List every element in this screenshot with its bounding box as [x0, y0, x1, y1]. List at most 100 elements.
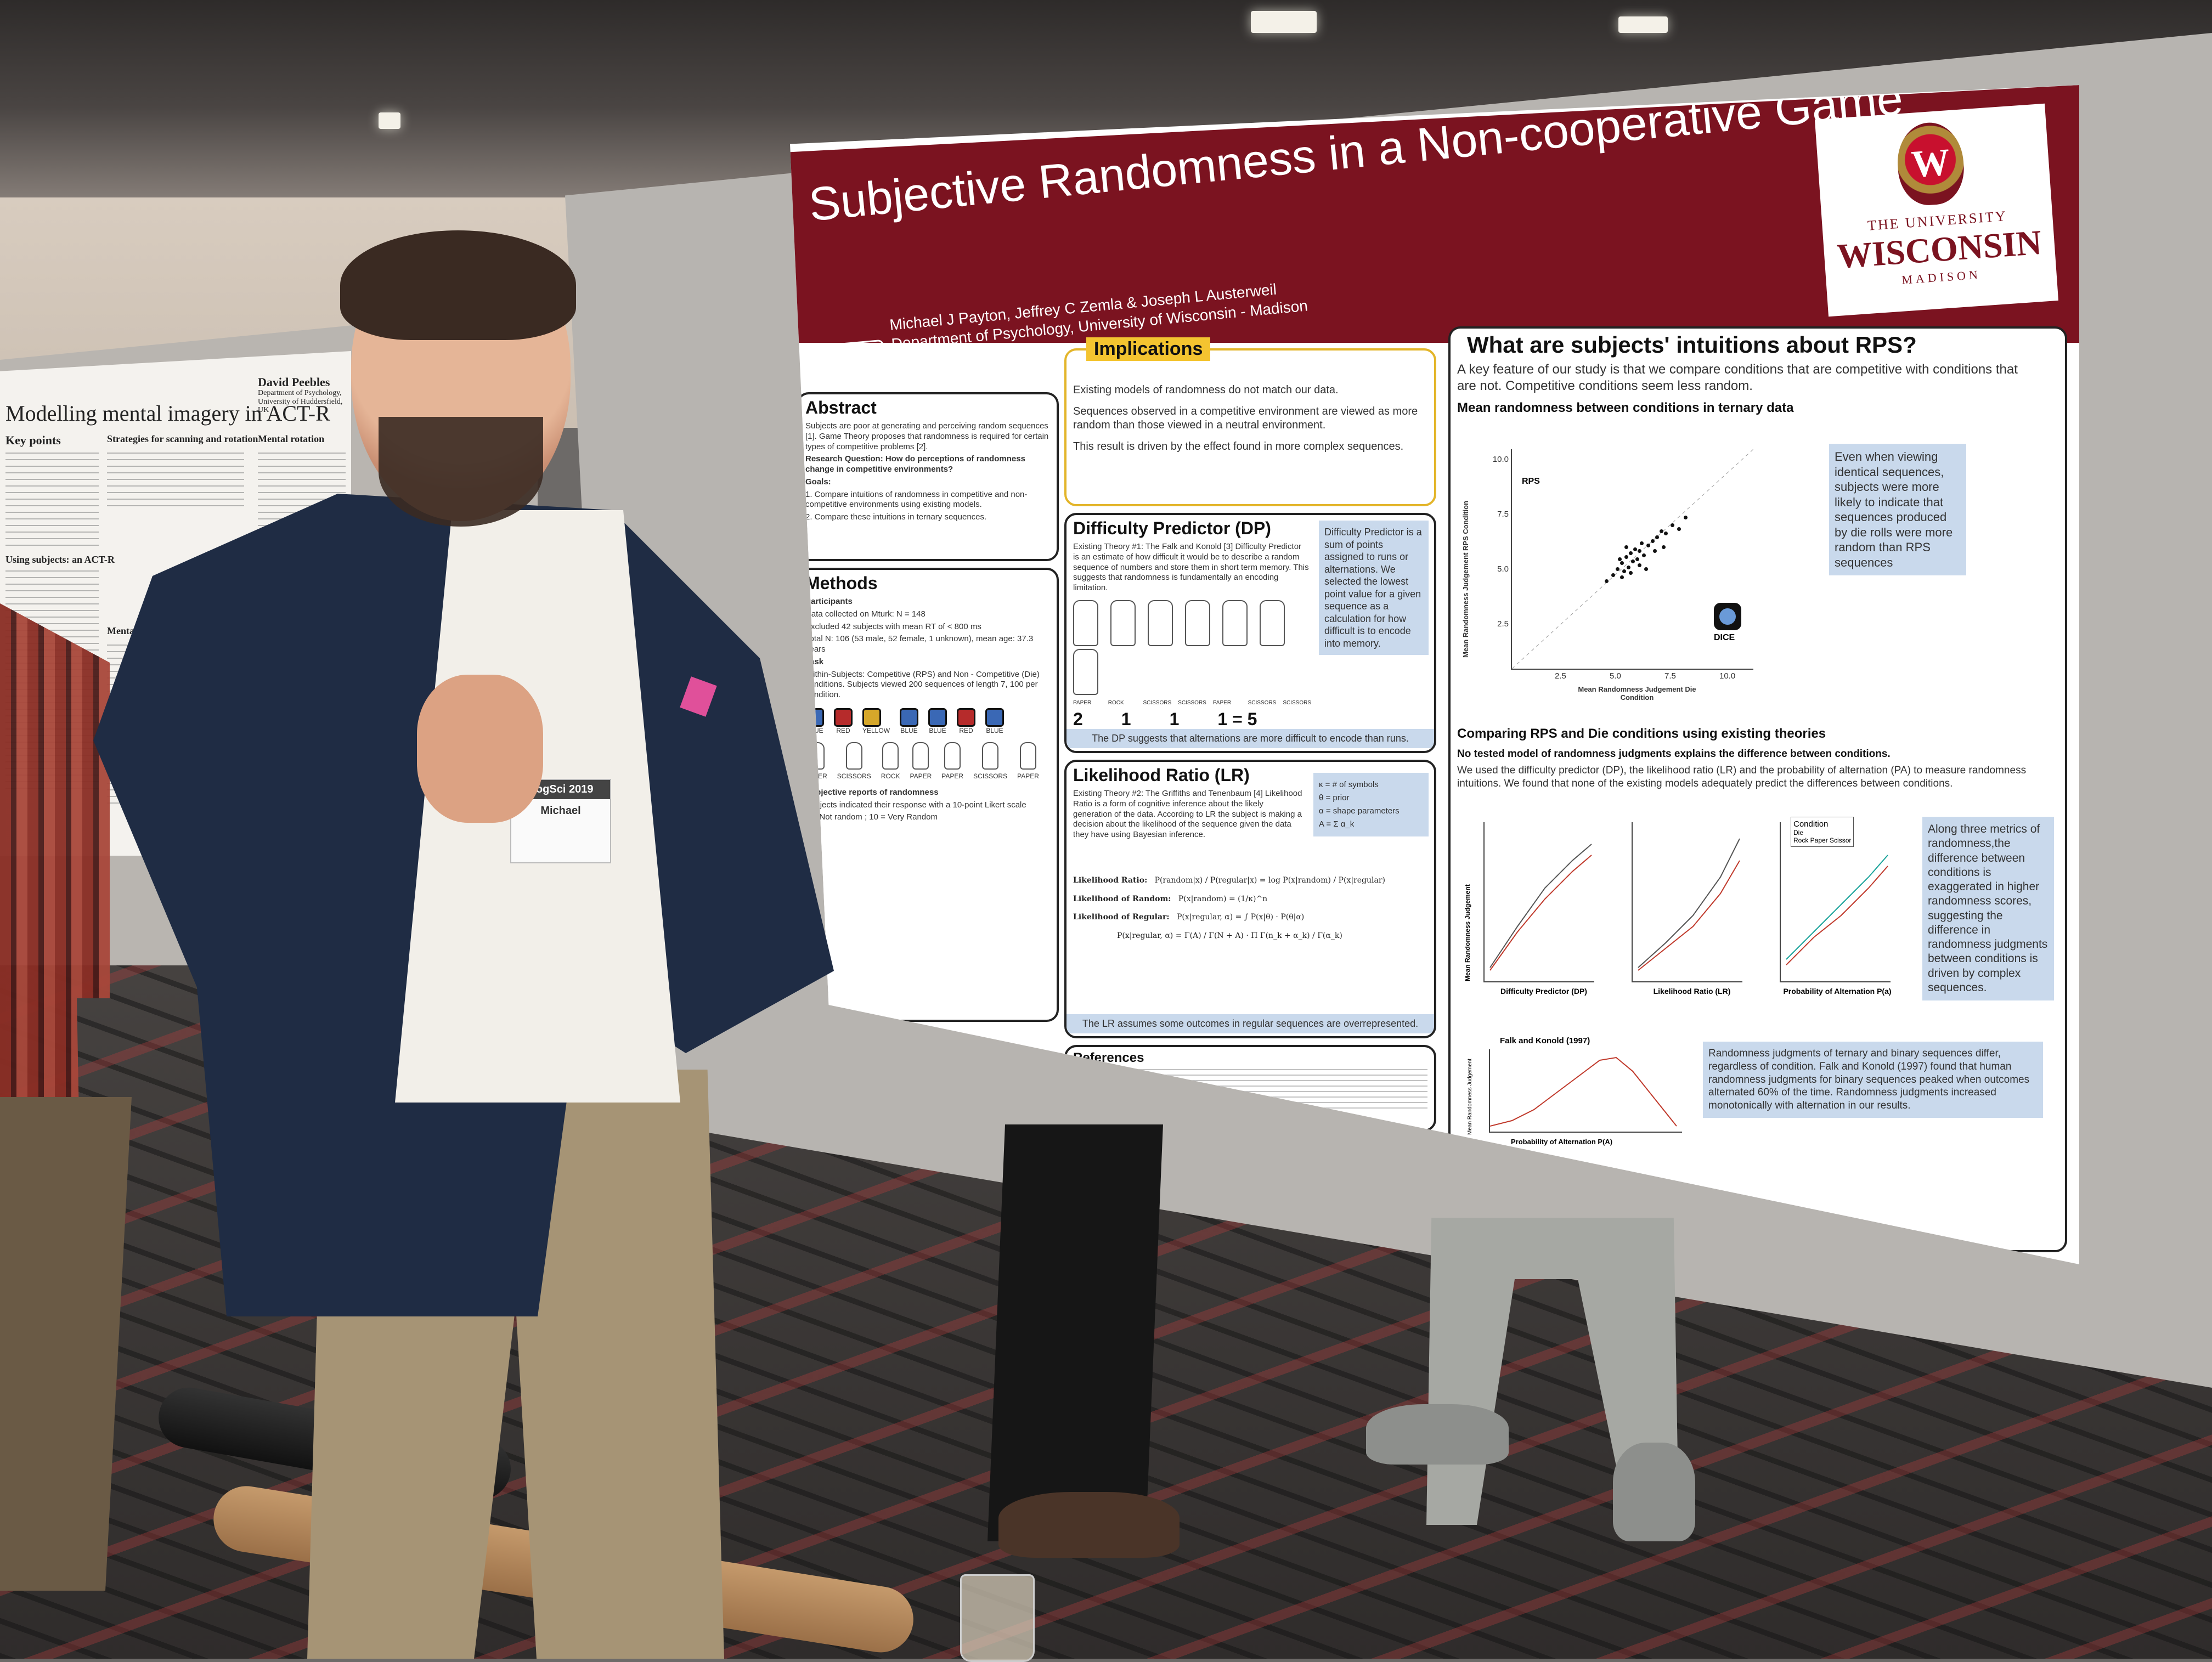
- dice-icon: [1714, 603, 1741, 630]
- rps-sequence: PAPER SCISSORS ROCK PAPER PAPER SCISSORS…: [805, 742, 1050, 780]
- rps-item: SCISSORS: [837, 742, 871, 780]
- lr-heading: Likelihood Ratio (LR): [1073, 765, 1250, 785]
- shoe: [998, 1492, 1180, 1558]
- badge-name: Michael: [540, 805, 581, 817]
- scatter-point: [1677, 527, 1681, 532]
- rps-label: PAPER: [910, 772, 932, 780]
- hand-icon: [1185, 600, 1210, 646]
- scatter-point: [1631, 559, 1635, 563]
- scatter-point: [1642, 553, 1646, 557]
- scatter-point: [1651, 539, 1655, 544]
- left-poster-heading: Strategies for scanning and rotation: [107, 433, 258, 444]
- ytick: 10.0: [1492, 455, 1509, 464]
- subjective-line: Subjects indicated their response with a…: [805, 800, 1026, 810]
- die-item: YELLOW: [862, 708, 890, 734]
- falk-konold-plot: Falk and Konold (1997) Probability of Al…: [1467, 1036, 1697, 1157]
- compare-title: Comparing RPS and Die conditions using e…: [1457, 726, 1826, 741]
- ytick: 5.0: [1497, 564, 1509, 574]
- scatter-point: [1620, 561, 1624, 566]
- compare-bold: No tested model of randomness judgments …: [1457, 748, 1891, 760]
- die-label: YELLOW: [862, 726, 890, 734]
- die-label: BLUE: [986, 726, 1003, 734]
- dp-heading: Difficulty Predictor (DP): [1073, 518, 1271, 538]
- ytick: 7.5: [1497, 510, 1509, 519]
- methods-panel: Methods Participants Data collected on M…: [797, 568, 1059, 1022]
- implications-panel: Existing models of randomness do not mat…: [1064, 348, 1436, 506]
- goal-item: 2. Compare these intuitions in ternary s…: [805, 512, 987, 522]
- xtick: 10.0: [1719, 671, 1736, 681]
- scatter-xlabel: Mean Randomness Judgement Die Condition: [1578, 685, 1696, 702]
- left-poster-title: Modelling mental imagery in ACT-R: [5, 401, 330, 426]
- metrics-note: Along three metrics of randomness,the di…: [1922, 817, 2054, 1000]
- ceiling-light: [1251, 11, 1317, 33]
- scatter-title: Mean randomness between conditions in te…: [1457, 400, 1794, 415]
- line-ylabel: Mean Randomness Judgement: [1464, 884, 1471, 981]
- rps-label: SCISSORS: [837, 772, 871, 780]
- scatter-point: [1611, 573, 1615, 578]
- dp-count: 1 = 5: [1217, 709, 1257, 729]
- scatter-point: [1629, 551, 1633, 556]
- left-poster-heading: Mental rotation: [258, 433, 325, 444]
- falk-axes: [1489, 1049, 1682, 1133]
- scatter-point: [1640, 541, 1644, 545]
- scatter-note: Even when viewing identical sequences, s…: [1829, 444, 1966, 575]
- die-item: BLUE: [928, 708, 947, 734]
- abstract-panel: Abstract Subjects are poor at generating…: [797, 392, 1059, 561]
- dp-count: 2: [1073, 709, 1083, 729]
- hand-label: PAPER: [1073, 699, 1092, 706]
- scatter-point: [1638, 563, 1641, 567]
- die-label: RED: [959, 726, 973, 734]
- scatter-point: [1684, 515, 1688, 519]
- scatter-point: [1618, 557, 1622, 561]
- shoe: [1613, 1443, 1695, 1541]
- ceiling-light: [379, 112, 400, 129]
- rps-item: SCISSORS: [973, 742, 1007, 780]
- rps-item: PAPER: [910, 742, 932, 780]
- dice-label: DICE: [1714, 633, 1735, 642]
- legend-item: Rock Paper Scissor: [1793, 836, 1852, 844]
- hand-icon: [1073, 648, 1098, 695]
- left-poster-heading: Key points: [5, 433, 61, 447]
- dp-text: Existing Theory #1: The Falk and Konold …: [1073, 542, 1309, 592]
- die-item: RED: [834, 708, 853, 734]
- falk-line: [1489, 1056, 1677, 1127]
- scatter-plot: Mean Randomness Judgement RPS Condition …: [1462, 438, 1807, 702]
- falk-svg: [1489, 1056, 1677, 1127]
- rps-item: PAPER: [941, 742, 963, 780]
- scatter-point: [1627, 565, 1630, 569]
- scatter-point: [1655, 535, 1659, 539]
- falk-xlabel: Probability of Alternation P(A): [1511, 1138, 1613, 1146]
- scatter-point: [1638, 549, 1641, 553]
- scatter-point: [1671, 523, 1674, 528]
- scatter-point: [1629, 571, 1633, 575]
- subjective-line: 1 = Not random ; 10 = Very Random: [805, 812, 938, 822]
- left-poster-heading: Using subjects: an ACT-R: [5, 554, 115, 565]
- participants-line: Total N: 106 (53 male, 52 female, 1 unkn…: [805, 634, 1034, 654]
- intuitions-heading: What are subjects' intuitions about RPS?: [1467, 332, 1917, 358]
- scatter-point: [1644, 567, 1648, 572]
- compare-text: We used the difficulty predictor (DP), t…: [1457, 765, 2027, 789]
- scatter-point: [1662, 545, 1666, 550]
- dp-count: 1: [1121, 709, 1131, 729]
- scatter-ylabel: Mean Randomness Judgement RPS Condition: [1462, 500, 1470, 658]
- hand-label: SCISSORS: [1248, 699, 1277, 706]
- rps-item: PAPER: [1017, 742, 1039, 780]
- scatter-yticks: 10.0 7.5 5.0 2.5: [1489, 455, 1509, 669]
- person-legs-black: [988, 1124, 1163, 1541]
- scatter-point: [1664, 531, 1668, 535]
- die-item: RED: [957, 708, 976, 734]
- lr-legend-item: α = shape parameters: [1319, 806, 1400, 816]
- xtick: 7.5: [1664, 671, 1676, 681]
- rps-line: [1638, 838, 1740, 968]
- rps-label: PAPER: [941, 772, 964, 780]
- line-xlabel: Difficulty Predictor (DP): [1500, 987, 1587, 996]
- eq-label: Likelihood of Random:: [1073, 894, 1171, 903]
- likelihood-ratio-panel: Likelihood Ratio (LR) Existing Theory #2…: [1064, 760, 1436, 1038]
- lr-legend-item: A = Σ α_k: [1319, 819, 1355, 829]
- scatter-point: [1616, 567, 1620, 572]
- iced-coffee-cup: [960, 1574, 1035, 1662]
- subjective-heading: Subjective reports of randomness: [805, 787, 939, 797]
- scatter-point: [1646, 543, 1650, 547]
- hand-icon: [1110, 600, 1136, 646]
- participants-label: Participants: [805, 597, 853, 606]
